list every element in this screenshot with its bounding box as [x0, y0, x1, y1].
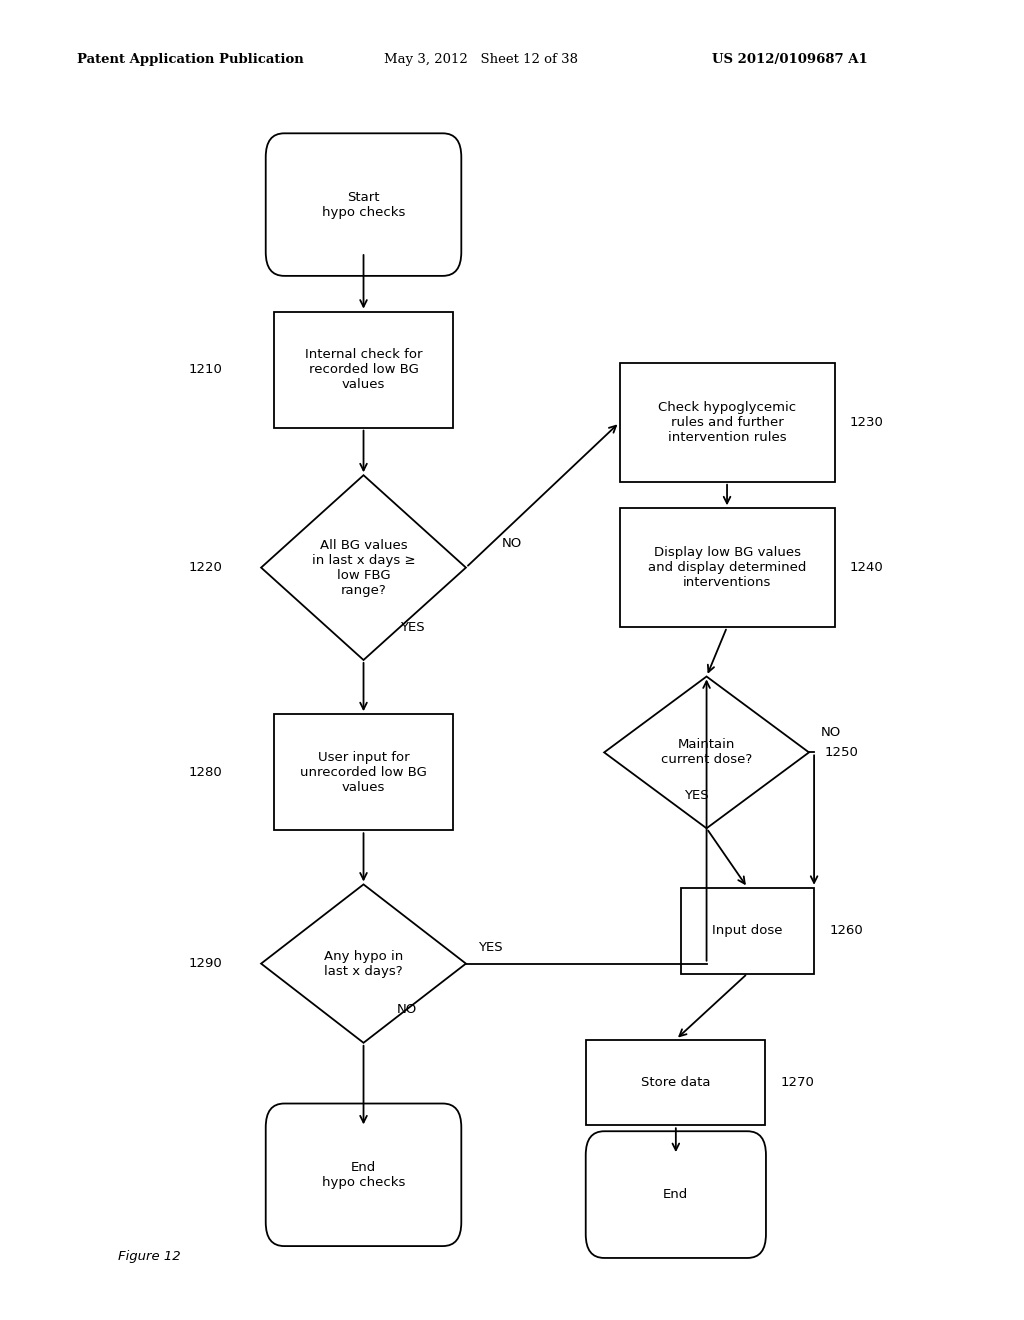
Text: Display low BG values
and display determined
interventions: Display low BG values and display determ…	[648, 546, 806, 589]
Text: 1290: 1290	[189, 957, 222, 970]
FancyBboxPatch shape	[586, 1131, 766, 1258]
Text: End: End	[664, 1188, 688, 1201]
Text: YES: YES	[684, 789, 709, 801]
Text: 1250: 1250	[824, 746, 858, 759]
Text: NO: NO	[502, 537, 522, 550]
Text: Patent Application Publication: Patent Application Publication	[77, 53, 303, 66]
Text: 1230: 1230	[850, 416, 884, 429]
Text: May 3, 2012   Sheet 12 of 38: May 3, 2012 Sheet 12 of 38	[384, 53, 578, 66]
Text: YES: YES	[478, 941, 503, 954]
Text: Figure 12: Figure 12	[118, 1250, 180, 1263]
Text: Check hypoglycemic
rules and further
intervention rules: Check hypoglycemic rules and further int…	[658, 401, 796, 444]
FancyBboxPatch shape	[620, 508, 835, 627]
Text: 1270: 1270	[781, 1076, 815, 1089]
Text: End
hypo checks: End hypo checks	[322, 1160, 406, 1189]
FancyBboxPatch shape	[265, 133, 461, 276]
FancyBboxPatch shape	[265, 1104, 461, 1246]
Text: NO: NO	[396, 1003, 417, 1016]
FancyBboxPatch shape	[620, 363, 835, 482]
Text: All BG values
in last x days ≥
low FBG
range?: All BG values in last x days ≥ low FBG r…	[311, 539, 416, 597]
Text: 1280: 1280	[189, 766, 222, 779]
FancyBboxPatch shape	[273, 714, 453, 830]
Polygon shape	[261, 475, 466, 660]
Text: User input for
unrecorded low BG
values: User input for unrecorded low BG values	[300, 751, 427, 793]
FancyBboxPatch shape	[586, 1040, 766, 1125]
Text: Internal check for
recorded low BG
values: Internal check for recorded low BG value…	[305, 348, 422, 391]
Text: US 2012/0109687 A1: US 2012/0109687 A1	[712, 53, 867, 66]
FancyBboxPatch shape	[681, 888, 814, 974]
Text: NO: NO	[821, 726, 842, 739]
Polygon shape	[261, 884, 466, 1043]
Text: Any hypo in
last x days?: Any hypo in last x days?	[324, 949, 403, 978]
Text: 1220: 1220	[188, 561, 222, 574]
Polygon shape	[604, 676, 809, 829]
Text: Maintain
current dose?: Maintain current dose?	[660, 738, 753, 767]
Text: 1210: 1210	[188, 363, 222, 376]
FancyBboxPatch shape	[273, 312, 453, 428]
Text: 1240: 1240	[850, 561, 884, 574]
Text: Store data: Store data	[641, 1076, 711, 1089]
Text: Start
hypo checks: Start hypo checks	[322, 190, 406, 219]
Text: YES: YES	[400, 620, 425, 634]
Text: 1260: 1260	[829, 924, 863, 937]
Text: Input dose: Input dose	[713, 924, 782, 937]
